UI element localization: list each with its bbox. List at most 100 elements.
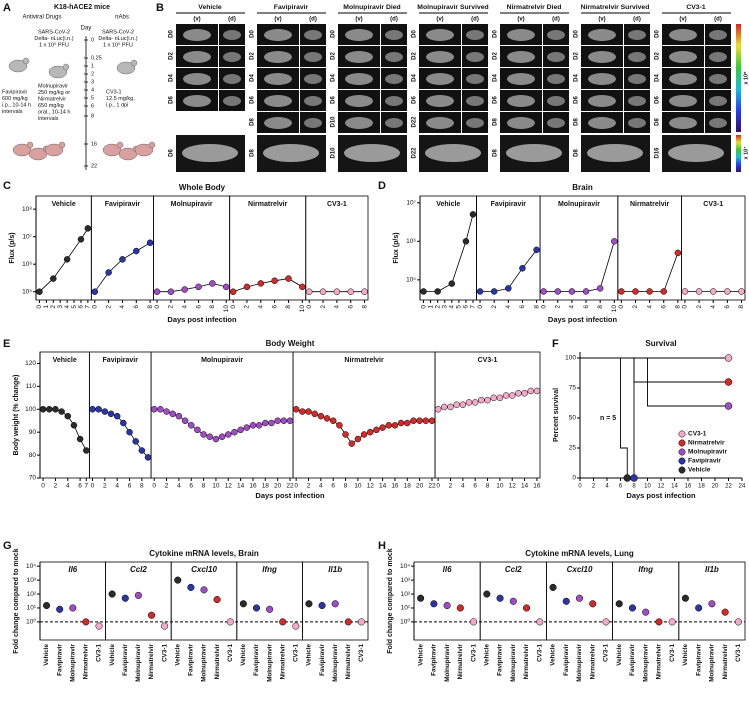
survival-end [724, 354, 733, 362]
mouse-silhouette [345, 29, 373, 41]
data-point [508, 392, 516, 399]
data-point [502, 392, 510, 399]
x-tick-label: 10 [354, 483, 362, 490]
data-point [505, 285, 512, 292]
mouse-silhouette [385, 96, 403, 106]
gene-title: Ccl2 [130, 565, 147, 574]
data-point [615, 600, 623, 608]
category-label: Molnupiravir [709, 643, 716, 681]
panel-label: D [378, 180, 386, 192]
category-label: Molnupiravir [642, 643, 649, 681]
gene-title: Il1b [328, 565, 342, 574]
data-point [357, 618, 365, 626]
data-point [311, 410, 318, 418]
x-tick-label: 20 [416, 483, 424, 490]
x-tick-label: 12 [225, 483, 233, 490]
data-point [133, 247, 140, 255]
mouse-silhouette [588, 29, 616, 41]
group-title: Nirmatrelvir Died [507, 4, 562, 11]
x-tick-label: 4 [461, 483, 465, 490]
facet-title: Nirmatrelvir [344, 357, 384, 364]
protocol-text: Favipiravir [2, 89, 28, 95]
x-tick-label: 16 [685, 484, 692, 490]
panel-label: G [3, 540, 12, 552]
x-tick-label: 4 [177, 483, 181, 490]
color-scale [736, 135, 741, 172]
gene-title: Cxcl10 [191, 565, 217, 574]
color-scale [736, 24, 741, 132]
mouse-silhouette [547, 74, 565, 84]
category-label: Favipiravir [497, 643, 504, 675]
x-tick-label: 6 [78, 305, 85, 309]
group-title: CV3-1 [686, 4, 705, 11]
x-tick-label: 16 [249, 483, 257, 490]
facet-title: Nirmatrelvir [248, 201, 288, 208]
row-label: D6 [331, 96, 337, 104]
mouse-silhouette [669, 73, 697, 85]
protocol-text: 600 mg/kg [2, 96, 28, 102]
category-label: Molnupiravir [332, 643, 339, 681]
y-tick-label: 10¹ [401, 605, 411, 612]
data-point [231, 428, 238, 436]
x-tick-label: 6 [473, 483, 477, 490]
x-tick-label: 2 [592, 484, 596, 490]
data-point [229, 288, 237, 295]
x-tick-label: 14 [237, 483, 245, 490]
day-value: 1 [91, 63, 94, 69]
legend-swatch [678, 430, 686, 438]
mouse-silhouette [183, 29, 211, 41]
data-point [91, 288, 99, 295]
view-label: (v) [274, 17, 281, 23]
row-label: D2 [493, 52, 499, 60]
category-label: Molnupiravir [69, 643, 76, 681]
data-point [536, 618, 544, 626]
day-value: 0 [91, 37, 94, 43]
left-header: Antiviral Drugs [22, 15, 61, 21]
data-point [167, 288, 175, 295]
facet-title: Vehicle [52, 201, 76, 208]
mouse-silhouette [547, 118, 565, 128]
x-tick-label: 6 [660, 305, 667, 309]
gene-title: Cxcl10 [567, 565, 593, 574]
facet-title: Favipiravir [103, 357, 139, 364]
data-point [404, 419, 411, 427]
group-title: Molnupiravir Survived [417, 4, 488, 11]
x-tick-label: 0 [41, 483, 45, 490]
x-tick-label: 0 [154, 305, 161, 309]
y-tick-label: 10² [27, 591, 37, 598]
category-label: CV3-1 [227, 644, 234, 662]
y-tick-label: 10⁶ [22, 261, 32, 268]
view-label: (v) [517, 17, 524, 23]
category-label: Vehicle [240, 644, 247, 666]
y-tick-label: 10³ [401, 577, 411, 584]
gene-title: Il6 [68, 565, 77, 574]
y-tick-label: 10⁶ [406, 238, 416, 245]
data-point [709, 288, 717, 295]
data-point [134, 591, 142, 599]
data-point [483, 590, 491, 598]
row-label: D2 [169, 52, 175, 60]
legend-swatch [678, 466, 686, 474]
category-label: Molnupiravir [135, 643, 142, 681]
view-label: (v) [193, 17, 200, 23]
category-label: Vehicle [550, 644, 557, 666]
facet-title: CV3-1 [703, 201, 723, 208]
series-line [157, 282, 227, 293]
data-point [268, 419, 275, 427]
data-point [484, 396, 491, 404]
data-point [305, 408, 312, 415]
category-label: Favipiravir [431, 643, 438, 675]
protocol-text: 1 x 10⁵ PFU [103, 41, 133, 48]
x-tick-label: 6 [724, 305, 731, 309]
x-tick-label: 6 [128, 483, 132, 490]
legend-label: CV3-1 [688, 431, 707, 438]
data-point [299, 408, 306, 415]
data-point [83, 447, 90, 454]
group-title: Favipiravir [274, 4, 309, 11]
category-label: CV3-1 [470, 644, 477, 662]
data-point [385, 422, 393, 429]
x-tick-label: 0 [91, 483, 95, 490]
panel-label: E [3, 338, 10, 350]
mouse-silhouette [709, 52, 727, 62]
row-label: D2 [655, 52, 661, 60]
